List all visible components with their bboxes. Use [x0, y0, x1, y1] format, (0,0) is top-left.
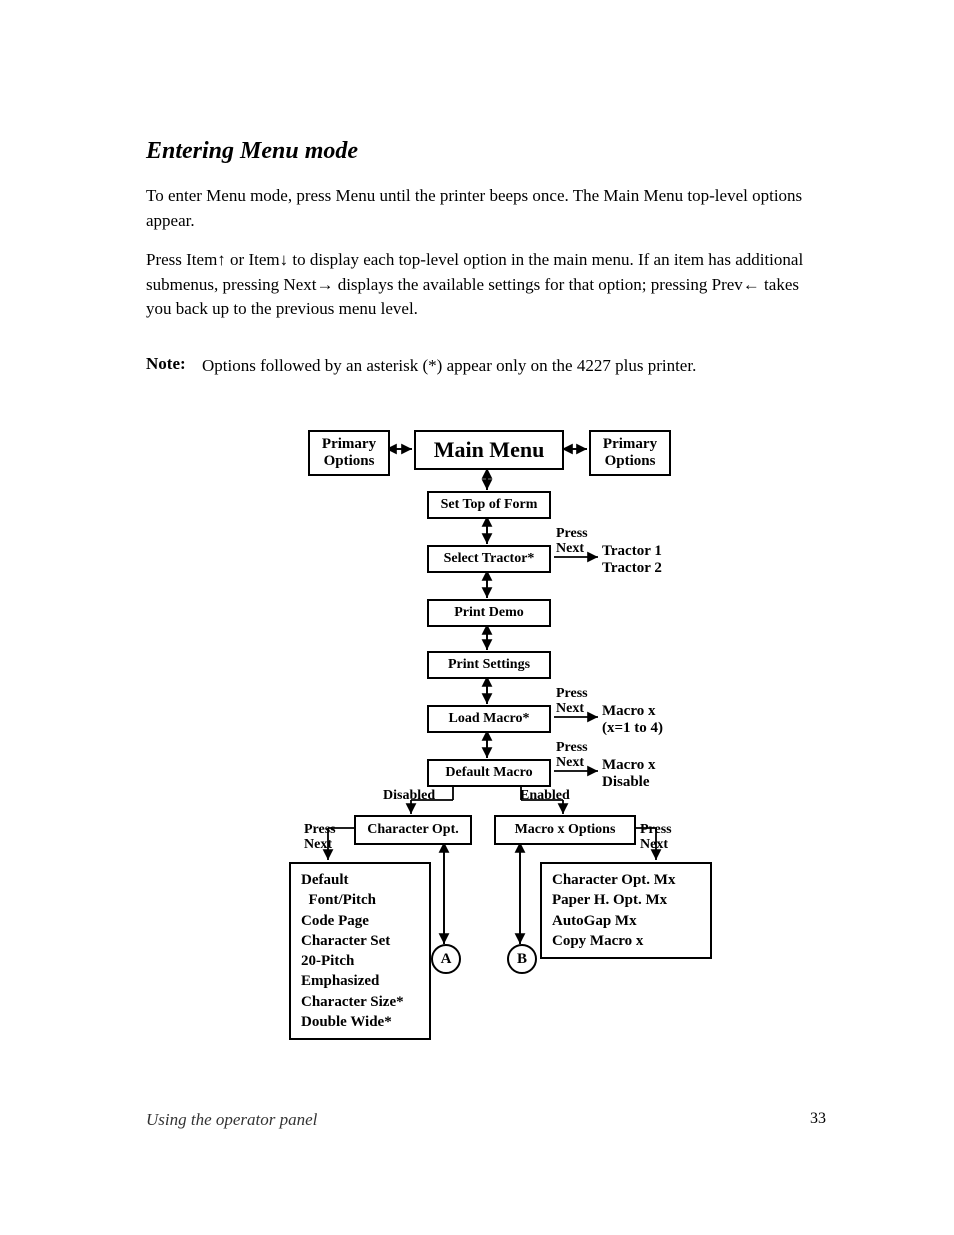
press-next-right: Press Next: [640, 822, 672, 853]
vals-load-macro: Macro x (x=1 to 4): [602, 703, 663, 738]
note-label: Note:: [146, 354, 186, 374]
footer-page-number: 33: [810, 1110, 826, 1128]
footer-chapter: Using the operator panel: [146, 1110, 317, 1130]
circle-a: A: [431, 944, 461, 974]
press-next-default-macro: Press Next: [556, 740, 588, 771]
press-next-left: Press Next: [304, 822, 336, 853]
box-set-top-of-form: Set Top of Form: [427, 491, 551, 519]
box-primary-options-right: Primary Options: [589, 430, 671, 476]
vals-default-macro: Macro x Disable: [602, 757, 655, 792]
page-root: Entering Menu mode To enter Menu mode, p…: [0, 0, 954, 1235]
section-heading: Entering Menu mode: [146, 138, 358, 165]
list-right: Character Opt. Mx Paper H. Opt. Mx AutoG…: [540, 862, 712, 959]
box-primary-options-left: Primary Options: [308, 430, 390, 476]
press-next-tractor: Press Next: [556, 526, 588, 557]
box-macro-x-options: Macro x Options: [494, 815, 636, 845]
paragraph-2: Press Item↑ or Item↓ to display each top…: [146, 248, 826, 322]
circle-b: B: [507, 944, 537, 974]
label-disabled: Disabled: [383, 788, 435, 804]
note-text: Options followed by an asterisk (*) appe…: [202, 354, 827, 379]
box-select-tractor: Select Tractor*: [427, 545, 551, 573]
box-print-demo: Print Demo: [427, 599, 551, 627]
box-print-settings: Print Settings: [427, 651, 551, 679]
label-enabled: Enabled: [520, 788, 570, 804]
press-next-load-macro: Press Next: [556, 686, 588, 717]
vals-tractor: Tractor 1 Tractor 2: [602, 543, 662, 578]
list-left: Default Font/Pitch Code Page Character S…: [289, 862, 431, 1040]
box-character-opt: Character Opt.: [354, 815, 472, 845]
paragraph-1: To enter Menu mode, press Menu until the…: [146, 184, 826, 233]
box-load-macro: Load Macro*: [427, 705, 551, 733]
box-main-menu: Main Menu: [414, 430, 564, 470]
box-default-macro: Default Macro: [427, 759, 551, 787]
